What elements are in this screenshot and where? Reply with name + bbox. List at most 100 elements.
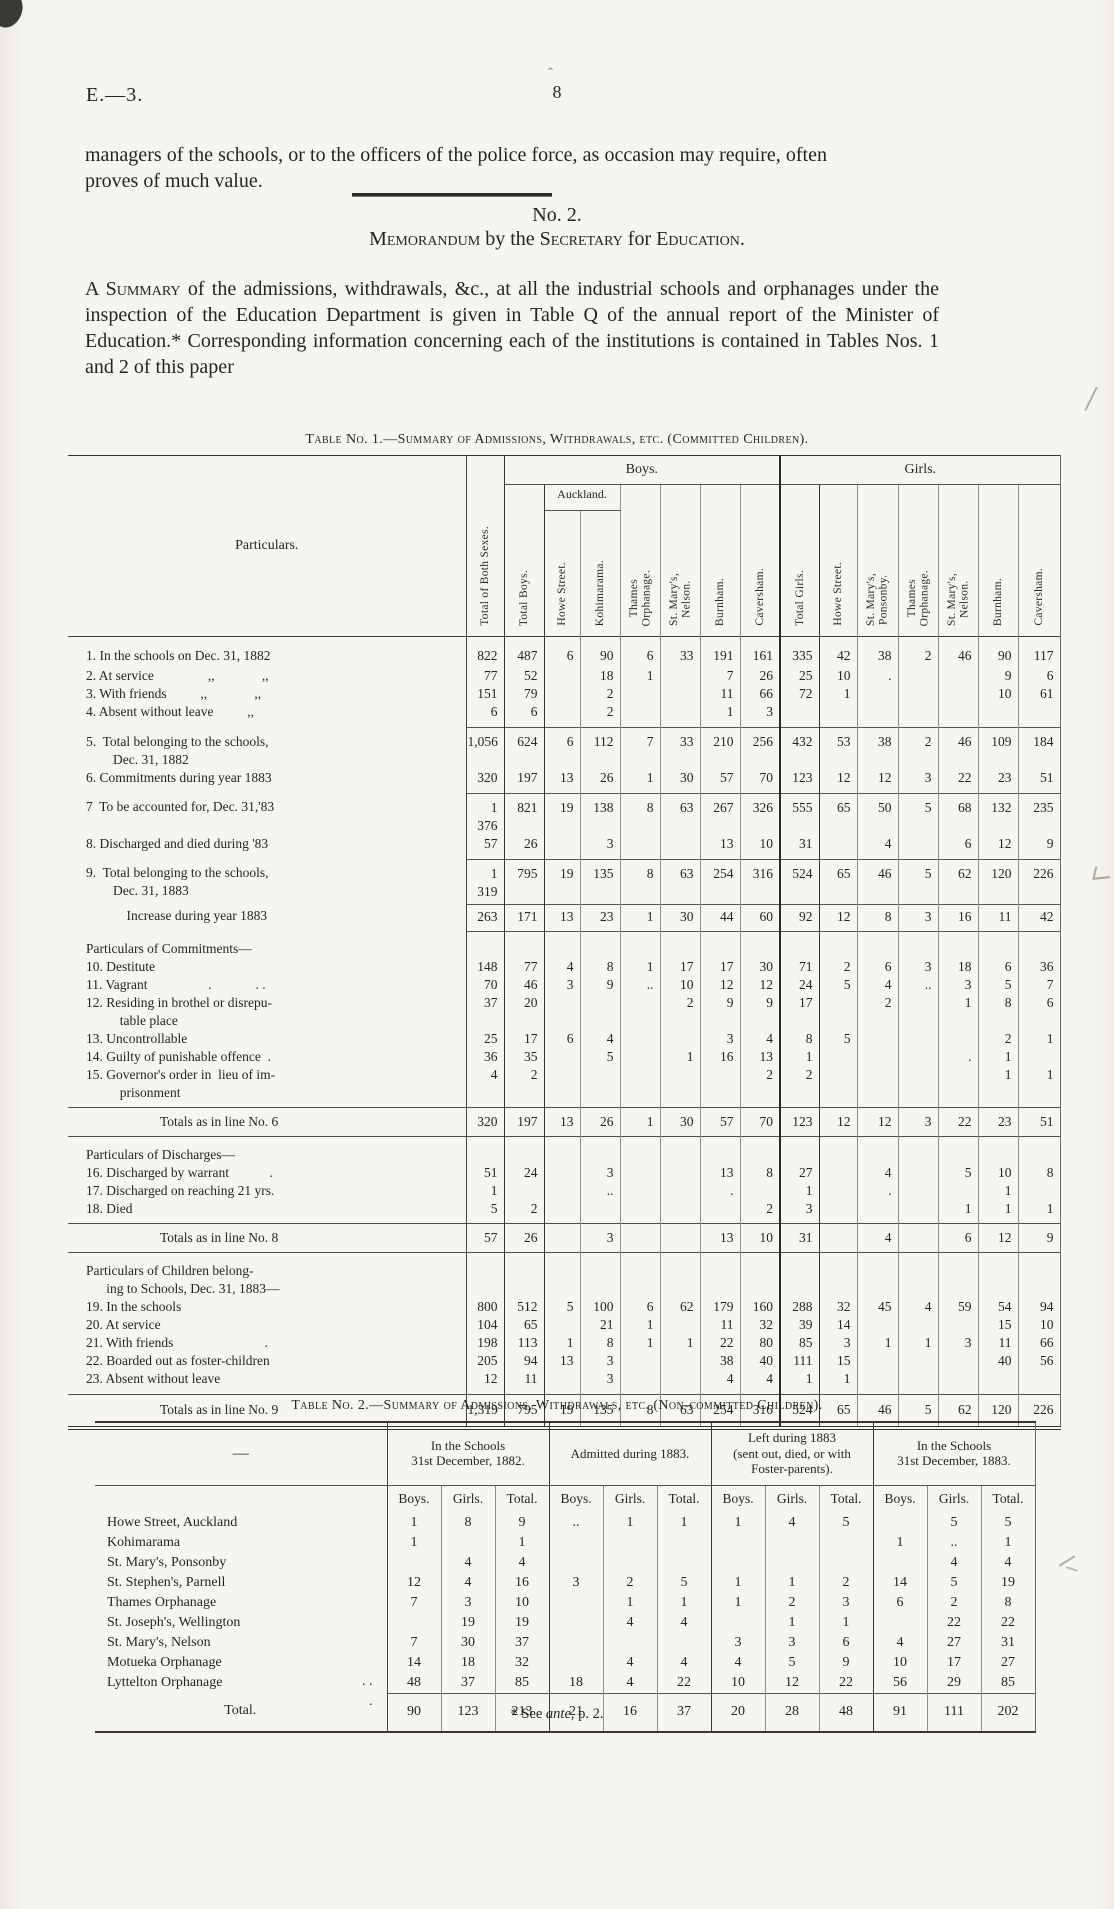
table1-cell xyxy=(544,685,581,703)
table1-cell xyxy=(544,703,581,728)
table1-cell: 10 xyxy=(740,1223,782,1253)
table1-cell xyxy=(660,1030,701,1048)
table1-cell xyxy=(700,1066,741,1108)
table2-cell: 123 xyxy=(441,1692,496,1732)
row-label: St. Mary's, Nelson xyxy=(95,1632,388,1653)
table1-cell xyxy=(857,1316,899,1334)
table2-cell: 16 xyxy=(603,1692,658,1732)
table1-cell: 1 xyxy=(620,1334,661,1352)
table1-cell: 6 xyxy=(978,958,1019,976)
table1-cell: 30 xyxy=(740,958,782,976)
table1-cell xyxy=(938,1370,979,1395)
table2-cell: 48 xyxy=(819,1692,874,1732)
table1-cell xyxy=(504,1136,545,1164)
col-header-label: Total Boys. xyxy=(517,569,530,626)
table1-cell: 179 xyxy=(700,1298,741,1316)
table1-cell: 326 xyxy=(740,792,782,835)
table1-cell: 267 xyxy=(700,792,741,835)
table1-cell: 54 xyxy=(978,1298,1019,1316)
table2-name-column-spacer xyxy=(95,1485,388,1513)
row-label: 2. At service ,, ,, xyxy=(68,667,467,685)
table1-cell xyxy=(1018,1252,1061,1298)
pen-mark xyxy=(1065,1566,1079,1572)
table1-cell: . xyxy=(700,1182,741,1200)
table2-cell: 1 xyxy=(819,1612,874,1633)
table2-subcol-header: Girls. xyxy=(441,1485,496,1513)
table1-cell xyxy=(857,1252,899,1298)
table1-row-data: 12. Residing in brothel or disrepu- tabl… xyxy=(68,994,1061,1030)
table1-cell: 26 xyxy=(504,834,545,859)
table1-cell xyxy=(504,1252,545,1298)
table2-cell: 5 xyxy=(981,1512,1036,1533)
table1-cell xyxy=(544,1200,581,1224)
table1-cell: 197 xyxy=(504,768,545,793)
col-header-girls-burnham: Burnham. xyxy=(978,484,1019,637)
girls-group-header: Girls. xyxy=(780,455,1061,485)
table2-cell: 18 xyxy=(441,1652,496,1673)
table1-cell: 1 xyxy=(780,1048,820,1066)
table1-cell: 33 xyxy=(660,636,701,667)
table2-cell: 4 xyxy=(981,1552,1036,1573)
table1-row-data: 4. Absent without leave ,, 6 6 2 1 3 xyxy=(68,703,1061,728)
table2-cell: 5 xyxy=(819,1512,874,1533)
table1-cell: 254 xyxy=(700,858,741,904)
table1-cell: 65 xyxy=(504,1316,545,1334)
table1-cell: 33 xyxy=(660,727,701,769)
table1-cell xyxy=(819,1066,858,1108)
table1-row-data: 20. At service 104 65 21 1 11 32 39 14 15 10 xyxy=(68,1316,1061,1334)
table2-cell: 2 xyxy=(603,1572,658,1593)
table1-cell: 4 xyxy=(857,1223,899,1253)
table1-cell: 51 xyxy=(1018,1107,1061,1137)
table2-cell: 5 xyxy=(657,1572,712,1593)
table1-row-data: 7 To be accounted for, Dec. 31,'83 1 376 8… xyxy=(68,792,1061,835)
table2-cell: 8 xyxy=(441,1512,496,1533)
table1-cell xyxy=(938,930,979,958)
table1-cell: 13 xyxy=(544,768,581,793)
table1-cell: 4 xyxy=(740,1030,782,1048)
table1-cell xyxy=(857,1200,899,1224)
table1-cell xyxy=(700,1136,741,1164)
table2-cell: 14 xyxy=(387,1652,442,1673)
table1-cell xyxy=(819,1200,858,1224)
table2-cell: 6 xyxy=(819,1632,874,1653)
table1-cell: 1 xyxy=(978,1182,1019,1200)
table1-cell xyxy=(819,930,858,958)
table2-row-data: Motueka Orphanage 14 18 32 4 4 4 5 9 10 17 27 xyxy=(95,1652,1036,1673)
table1-cell: 11 xyxy=(700,1316,741,1334)
col-header-label: Total of Both Sexes. xyxy=(478,526,491,626)
table1-cell: 70 xyxy=(466,976,505,994)
table1-cell: 57 xyxy=(700,768,741,793)
table2-cell: 4 xyxy=(603,1612,658,1633)
table1-cell: 1 xyxy=(978,1200,1019,1224)
table1-cell: 51 xyxy=(466,1164,505,1182)
table1-row-data: 9. Total belonging to the schools, Dec. … xyxy=(68,858,1061,904)
table1-cell xyxy=(544,667,581,685)
table1-cell: 822 xyxy=(466,636,505,667)
table1-cell: 3 xyxy=(580,1352,621,1370)
table2-row-data: St. Stephen's, Parnell 12 4 16 3 2 5 1 1 2 14 5 19 xyxy=(95,1572,1036,1593)
table2-cell: 111 xyxy=(927,1692,982,1732)
table2-row-data: St. Mary's, Nelson 7 30 37 3 3 6 4 27 31 xyxy=(95,1632,1036,1653)
footnote-text: , p. 2. xyxy=(570,1706,604,1722)
table1-cell: 11 xyxy=(978,1334,1019,1352)
table2-cell: 6 xyxy=(873,1592,928,1613)
table1-cell: 38 xyxy=(857,636,899,667)
table1-cell: 4 xyxy=(898,1298,939,1316)
table1-cell: 13 xyxy=(700,1164,741,1182)
table1-cell: 112 xyxy=(580,727,621,769)
table1-cell: 3 xyxy=(740,703,782,728)
table1-cell: 171 xyxy=(504,903,545,931)
table1-cell xyxy=(898,834,939,859)
table2-cell: 85 xyxy=(495,1672,550,1693)
table1-cell: 8 xyxy=(580,1334,621,1352)
row-label: 23. Absent without leave xyxy=(68,1370,467,1395)
table2-cell: 91 xyxy=(873,1692,928,1732)
table1-cell: 2 xyxy=(740,1066,782,1108)
table2-cell: 22 xyxy=(657,1672,712,1693)
memo-paragraph: A Summary of the admissions, withdrawals… xyxy=(85,276,939,380)
table1-cell: 316 xyxy=(740,858,782,904)
table1-cell: 1 xyxy=(544,1334,581,1352)
row-label: 19. In the schools xyxy=(68,1298,467,1316)
table1-cell: 53 xyxy=(819,727,858,769)
table1-cell: 10 xyxy=(1018,1316,1061,1334)
